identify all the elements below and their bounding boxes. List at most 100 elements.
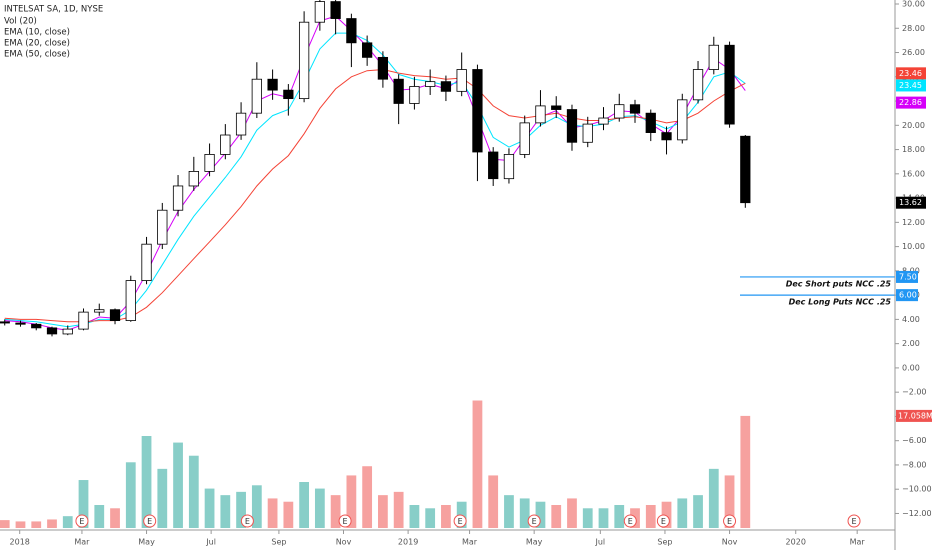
legend-entry: EMA (10, close) [4, 28, 70, 38]
volume-bar [141, 436, 152, 528]
candle-body [251, 78, 262, 114]
candle-body [377, 56, 389, 80]
earnings-label: E [343, 517, 348, 526]
volume-bar [125, 462, 136, 528]
volume-bar [441, 505, 451, 528]
y-tick-label: −6.00 [902, 436, 927, 445]
volume-bar [645, 505, 656, 528]
candle-body [614, 104, 625, 119]
candle-body [172, 185, 184, 211]
earnings-marker [723, 514, 737, 528]
candle-body [440, 81, 452, 92]
legend-entry: EMA (50, close) [4, 50, 70, 60]
x-tick-label: 2018 [10, 538, 30, 547]
candle-body [141, 243, 152, 281]
volume-tag-label: 17.058M [898, 411, 932, 420]
x-tick-label: 2019 [398, 538, 418, 547]
earnings-marker [338, 514, 352, 528]
y-tick-label: 18.00 [902, 145, 925, 154]
price-tag [896, 67, 926, 80]
earnings-marker [453, 514, 467, 528]
volume-bar [708, 468, 719, 528]
earnings-label: E [79, 517, 84, 526]
candle-body [46, 327, 58, 335]
volume-bar [78, 480, 89, 528]
earnings-marker [656, 514, 670, 528]
volume-bar [362, 466, 373, 528]
y-tick-label: −2.00 [902, 388, 927, 397]
candle-body [62, 328, 73, 335]
horizontal-line-tag-label: 7.50 [899, 272, 917, 281]
candle-body [708, 44, 719, 70]
candle-body [551, 105, 562, 110]
y-tick-label: −10.00 [902, 485, 932, 494]
volume-bar [425, 508, 436, 528]
y-tick-label: 16.00 [902, 169, 925, 178]
horizontal-line-tag [896, 270, 918, 283]
volume-bar [488, 475, 499, 528]
candle-body [629, 104, 641, 114]
horizontal-line-tag [896, 289, 918, 302]
candle-body [456, 69, 467, 92]
candle-body [157, 209, 168, 245]
candle-body [220, 134, 231, 155]
candle-body [661, 132, 672, 141]
candle-body [204, 154, 215, 172]
x-tick-label: Mar [462, 538, 478, 547]
earnings-label: E [147, 517, 152, 526]
candle-body [393, 78, 404, 104]
x-tick-label: Mar [850, 538, 866, 547]
x-tick-label: Sep [657, 538, 672, 547]
x-tick-label: Sep [271, 538, 286, 547]
candle-body [125, 280, 136, 322]
volume-bar [62, 516, 73, 528]
candle-body [598, 117, 609, 125]
y-tick-label: 10.00 [902, 242, 925, 251]
volume-layer [0, 400, 751, 528]
candle-body [740, 135, 751, 204]
volume-bar [267, 498, 278, 528]
earnings-marker [75, 514, 89, 528]
candle-body [566, 109, 578, 143]
legend-entry: EMA (20, close) [4, 39, 70, 49]
volume-bar [0, 520, 10, 528]
x-tick-label: Nov [336, 538, 352, 547]
y-tick-label: 30.00 [902, 0, 925, 9]
candle-body [0, 321, 10, 324]
grid: −12.00−10.00−8.00−6.00−4.00−2.000.002.00… [10, 0, 932, 547]
volume-bar [251, 485, 262, 528]
volume-bar [346, 475, 357, 528]
earnings-label: E [661, 517, 666, 526]
candle-layer [0, 0, 751, 337]
volume-bar [598, 508, 609, 528]
volume-bar [47, 519, 57, 528]
volume-bar [519, 498, 530, 528]
earnings-marker [240, 514, 254, 528]
y-tick-label: 8.00 [902, 266, 920, 275]
x-tick-label: May [526, 538, 543, 547]
volume-bar [409, 505, 420, 528]
earnings-marker [143, 514, 157, 528]
volume-bar [110, 508, 120, 528]
x-tick-label: May [138, 538, 155, 547]
volume-bar [504, 495, 514, 528]
volume-bar [220, 495, 231, 528]
volume-bar [551, 505, 562, 528]
earnings-label: E [532, 517, 537, 526]
volume-bar [661, 501, 672, 528]
volume-bar [740, 415, 751, 528]
candle-body [94, 309, 105, 313]
volume-bar [188, 455, 199, 528]
candle-body [283, 89, 294, 100]
y-tick-label: 28.00 [902, 24, 925, 33]
volume-bar [582, 508, 593, 528]
candle-body [472, 69, 483, 153]
volume-bar [204, 488, 215, 528]
candle-body [724, 44, 735, 125]
volume-bar [393, 491, 404, 528]
y-tick-label: 20.00 [902, 121, 925, 130]
x-tick-label: 2020 [786, 538, 806, 547]
price-tag [896, 196, 926, 209]
candle-body [519, 122, 530, 155]
earnings-label: E [628, 517, 633, 526]
